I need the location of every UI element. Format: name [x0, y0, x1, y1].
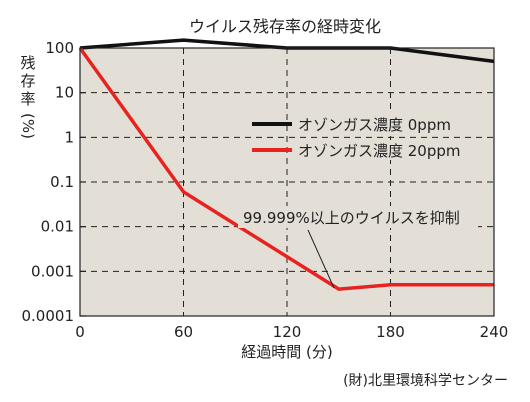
y-tick-labels: 100 10 1 0.1 0.01 0.001 0.0001: [22, 39, 86, 325]
legend-label-bg-20ppm: [296, 140, 486, 160]
series-line-1: [78, 46, 494, 291]
y-tick-label: 1: [64, 128, 74, 146]
annotation: 99.999%以上のウイルスを抑制: [238, 206, 478, 289]
x-tick-label: 60: [174, 323, 193, 341]
y-axis-label-char-3: 率: [20, 90, 35, 108]
legend-label-20ppm: オゾンガス濃度 20ppm: [298, 142, 461, 160]
legend: オゾンガス濃度 0ppm オゾンガス濃度 20ppm: [252, 114, 486, 160]
x-tick-label: 120: [273, 323, 302, 341]
annotation-leader-line: [307, 229, 335, 289]
y-tick-label: 0.1: [50, 173, 74, 191]
y-tick-label: 100: [45, 39, 74, 57]
x-tick-label: 180: [376, 323, 405, 341]
y-axis-label-char-1: 残: [20, 54, 35, 72]
y-tick-label: 0.001: [31, 262, 74, 280]
x-axis-label: 経過時間 (分): [241, 343, 332, 361]
x-tick-label: 0: [75, 323, 85, 341]
x-tick-labels: 0 60 120 180 240: [75, 323, 508, 341]
y-tick-label: 0.01: [41, 218, 74, 236]
x-tick-label: 240: [480, 323, 509, 341]
chart-title: ウイルス残存率の経時変化: [189, 17, 381, 36]
y-tick-label: 0.0001: [22, 307, 75, 325]
annotation-bg: [238, 206, 478, 228]
annotation-text: 99.999%以上のウイルスを抑制: [243, 209, 460, 227]
source-credit: (財)北里環境科学センター: [343, 373, 508, 389]
y-axis-label: 残 存 率 (%): [19, 54, 37, 139]
legend-label-0ppm: オゾンガス濃度 0ppm: [298, 116, 451, 134]
plot-frame: [79, 47, 495, 317]
legend-label-bg-0ppm: [296, 114, 482, 134]
y-axis-label-char-2: 存: [20, 72, 35, 90]
y-tick-label: 10: [55, 84, 74, 102]
y-axis-label-unit: (%): [19, 113, 37, 139]
